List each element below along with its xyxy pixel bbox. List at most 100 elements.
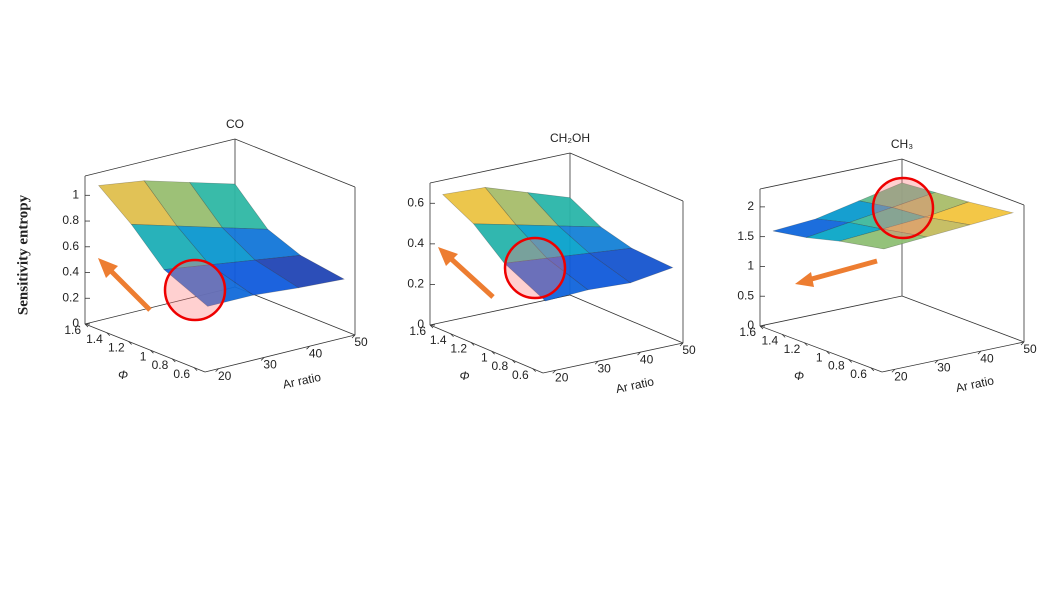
x-tick bbox=[977, 350, 982, 355]
x-tick bbox=[552, 369, 557, 374]
y-tick bbox=[532, 368, 537, 372]
y-tick bbox=[150, 349, 154, 354]
y-axis-title: Φ bbox=[794, 369, 804, 383]
y-tick-label: 0.6 bbox=[512, 368, 529, 382]
y-axis-title: Φ bbox=[118, 368, 128, 382]
panel-title: CH₂OH bbox=[550, 131, 590, 145]
surface-patch bbox=[503, 257, 589, 302]
x-tick-label: 20 bbox=[894, 369, 908, 383]
y-tick bbox=[470, 342, 475, 346]
axis-line bbox=[759, 325, 883, 373]
z-tick-label: 0 bbox=[747, 318, 754, 332]
y-tick bbox=[870, 367, 875, 372]
z-tick-label: 0 bbox=[72, 316, 79, 330]
y-tick bbox=[848, 359, 853, 363]
surface-patch bbox=[472, 223, 548, 264]
x-tick-label: 30 bbox=[937, 360, 951, 374]
y-tick-label: 1.6 bbox=[739, 325, 756, 339]
arrow-head bbox=[98, 258, 118, 278]
z-axis-title: Sensitivity entropy bbox=[15, 194, 31, 315]
x-tick-label: 50 bbox=[682, 343, 696, 357]
y-tick-label: 1 bbox=[140, 349, 147, 363]
axis-line bbox=[759, 295, 903, 327]
y-tick bbox=[128, 341, 132, 345]
arrow bbox=[807, 258, 878, 283]
annotations bbox=[98, 176, 935, 322]
z-tick-label: 0.5 bbox=[737, 288, 754, 302]
x-tick bbox=[351, 334, 356, 339]
x-tick-label: 50 bbox=[1023, 342, 1037, 356]
y-tick-label: 1.6 bbox=[409, 324, 426, 338]
x-tick-label: 30 bbox=[263, 358, 277, 372]
y-tick-label: 1.2 bbox=[784, 342, 801, 356]
y-tick bbox=[450, 333, 454, 338]
x-tick bbox=[891, 368, 896, 373]
z-tick-label: 0.4 bbox=[62, 265, 79, 279]
x-tick-label: 20 bbox=[555, 370, 569, 384]
x-tick bbox=[1020, 341, 1025, 346]
x-tick-label: 30 bbox=[597, 361, 611, 375]
y-tick-label: 0.8 bbox=[491, 359, 508, 373]
axis-line bbox=[901, 158, 1025, 206]
surface-patch bbox=[848, 207, 927, 230]
y-tick-label: 1.4 bbox=[761, 334, 778, 348]
y-tick-label: 1.2 bbox=[108, 341, 125, 355]
axis-line bbox=[429, 324, 544, 374]
highlight-circle bbox=[871, 176, 935, 240]
axis-line bbox=[234, 286, 356, 336]
axis-line bbox=[569, 294, 684, 344]
y-tick-label: 1.4 bbox=[86, 332, 103, 346]
axis-line bbox=[84, 323, 206, 373]
x-tick bbox=[594, 360, 599, 365]
surface-patch bbox=[772, 218, 850, 238]
axis-line bbox=[234, 138, 356, 188]
y-tick-label: 1.4 bbox=[430, 333, 447, 347]
surface-patch bbox=[254, 254, 345, 289]
z-tick-label: 0.8 bbox=[62, 213, 79, 227]
axis-line bbox=[901, 295, 1025, 343]
axis-line bbox=[881, 341, 1025, 373]
z-tick-label: 0.6 bbox=[407, 195, 424, 209]
y-tick bbox=[84, 323, 89, 328]
x-tick bbox=[260, 357, 265, 361]
y-tick-label: 1.6 bbox=[64, 323, 81, 337]
surface-patch bbox=[857, 182, 937, 208]
y-tick-label: 1 bbox=[816, 350, 823, 364]
y-axis-title: Φ bbox=[459, 369, 469, 383]
y-tick bbox=[804, 342, 808, 347]
x-tick-label: 40 bbox=[640, 352, 654, 366]
y-tick bbox=[511, 359, 516, 364]
highlight-circle bbox=[163, 258, 227, 322]
y-tick bbox=[491, 350, 495, 355]
axis-line bbox=[542, 342, 684, 374]
plots: 00.20.40.60.81203040500.60.811.21.41.6Ar… bbox=[62, 117, 1037, 396]
z-tick-label: 0.4 bbox=[407, 236, 424, 250]
x-tick bbox=[679, 342, 684, 347]
y-tick bbox=[171, 358, 176, 363]
y-tick-label: 0.6 bbox=[850, 367, 867, 381]
arrow bbox=[446, 254, 495, 299]
arrow-head bbox=[795, 272, 814, 287]
x-tick-label: 20 bbox=[218, 369, 232, 383]
panel-title: CH₃ bbox=[891, 137, 913, 151]
y-tick-label: 0.8 bbox=[828, 359, 845, 373]
y-tick-label: 1.2 bbox=[450, 342, 467, 356]
z-tick-label: 0.2 bbox=[62, 290, 79, 304]
z-tick-label: 1 bbox=[747, 259, 754, 273]
x-tick-label: 40 bbox=[309, 346, 323, 360]
x-tick-label: 50 bbox=[354, 335, 368, 349]
y-tick bbox=[826, 350, 830, 355]
axis-line bbox=[759, 158, 903, 190]
z-tick-label: 0.2 bbox=[407, 277, 424, 291]
z-tick-label: 0.6 bbox=[62, 239, 79, 253]
x-tick-label: 40 bbox=[980, 351, 994, 365]
z-tick-label: 2 bbox=[747, 199, 754, 213]
z-tick-label: 0 bbox=[417, 317, 424, 331]
y-tick-label: 0.8 bbox=[152, 358, 169, 372]
y-tick bbox=[193, 367, 198, 371]
y-tick bbox=[759, 325, 764, 330]
y-tick bbox=[781, 334, 786, 338]
y-tick bbox=[106, 332, 111, 337]
